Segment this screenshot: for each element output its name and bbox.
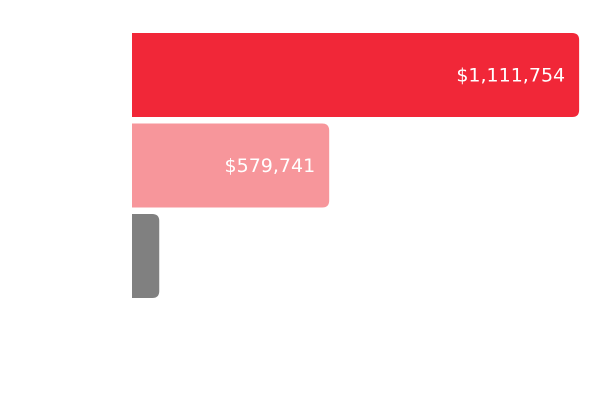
value-label: $579,741: [225, 155, 316, 177]
bar: [132, 33, 580, 117]
bar: [132, 214, 160, 298]
value-label: $1,111,754: [456, 65, 565, 87]
bar: [132, 123, 330, 208]
